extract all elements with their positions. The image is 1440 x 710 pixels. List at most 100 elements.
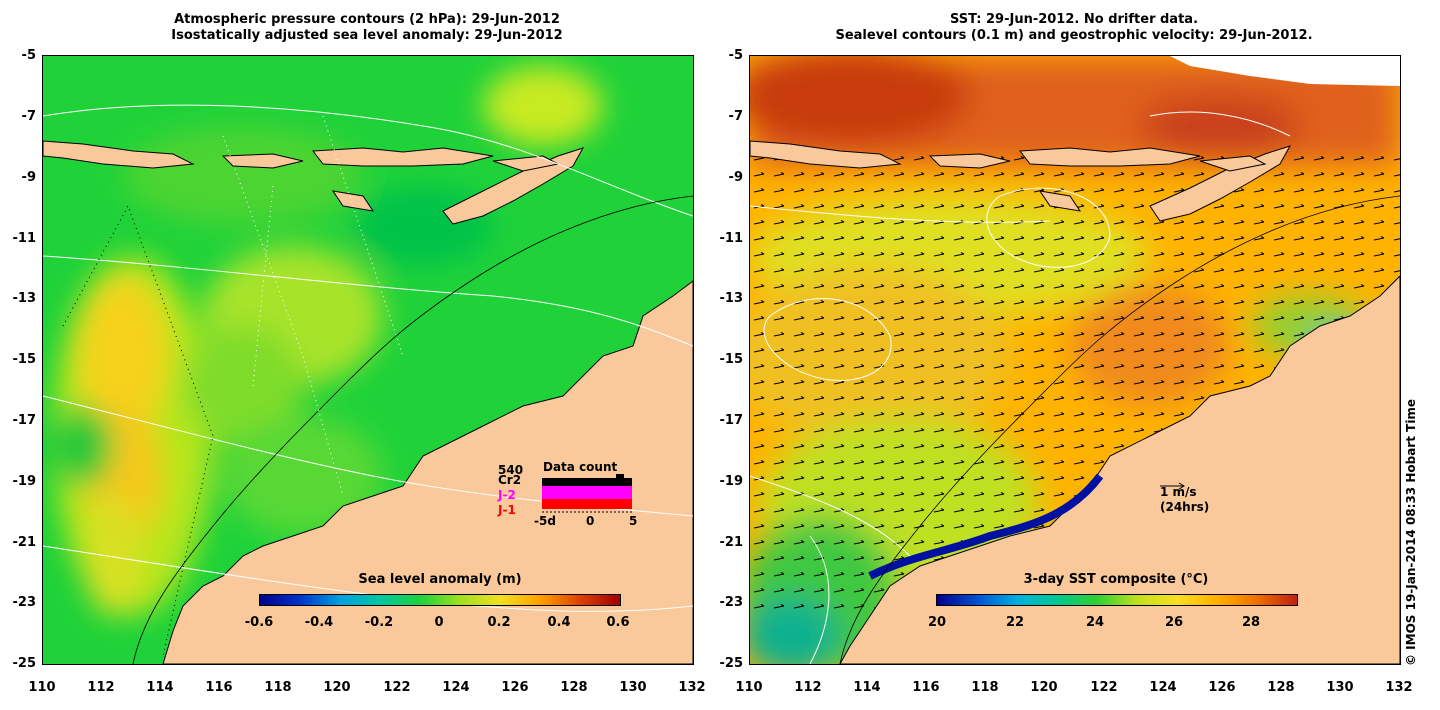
data-count-value: 540	[498, 463, 524, 477]
sla-anomaly-field	[53, 66, 603, 616]
left-map-title: Atmospheric pressure contours (2 hPa): 2…	[42, 12, 692, 44]
y-tick-label: -23	[12, 595, 37, 610]
sst-map[interactable]	[749, 55, 1401, 665]
data-count-inset: 540 Data count Cr2 J-2 J-1 -5d 0 5	[498, 460, 648, 530]
sst-depth-contour	[839, 195, 1400, 664]
x-tick-label: 122	[383, 680, 411, 695]
y-tick-label: -21	[12, 535, 37, 550]
y-tick-label: -17	[12, 413, 37, 428]
right-map-title: SST: 29-Jun-2012. No drifter data. Seale…	[749, 12, 1399, 44]
sealevel-contour	[763, 298, 892, 381]
right-title-line1: SST: 29-Jun-2012. No drifter data.	[949, 12, 1199, 27]
no-data-cloud-region	[1170, 56, 1400, 86]
sla-colorbar	[259, 594, 621, 606]
legend-j1: J-1	[498, 503, 516, 517]
x-tick-label: 126	[1208, 680, 1236, 695]
y-tick-label: -13	[12, 291, 37, 306]
sla-pressure-contour	[43, 104, 693, 217]
x-tick-label: 132	[678, 680, 706, 695]
x-tick-label: 130	[1326, 680, 1354, 695]
y-tick-label: -5	[21, 48, 36, 63]
sealevel-contour	[986, 187, 1111, 268]
data-count-bars	[542, 474, 632, 513]
sst-colorbar-tick: 28	[1241, 615, 1261, 630]
x-tick-label: 116	[205, 680, 233, 695]
velocity-scale: 1 m/s (24hrs)	[1160, 475, 1209, 514]
sst-colorbar-title: 3-day SST composite (°C)	[1023, 572, 1209, 587]
sla-depth-contour	[132, 195, 693, 664]
y-tick-label: -5	[728, 48, 743, 63]
y-tick-label: -21	[719, 535, 744, 550]
sla-colorbar-tick: -0.6	[244, 615, 274, 630]
left-title-line2: Isostatically adjusted sea level anomaly…	[171, 28, 563, 43]
x-tick-label: 116	[912, 680, 940, 695]
y-tick-label: -15	[12, 352, 37, 367]
y-tick-label: -19	[719, 474, 744, 489]
data-count-axis-mid: 0	[586, 514, 595, 528]
y-tick-label: -19	[12, 474, 37, 489]
y-tick-label: -17	[719, 413, 744, 428]
lesser-sunda-islands	[43, 140, 560, 212]
sealevel-contour	[750, 475, 911, 664]
x-tick-label: 114	[146, 680, 174, 695]
x-tick-label: 124	[1149, 680, 1177, 695]
sla-colorbar-tick: 0	[434, 615, 444, 630]
y-tick-label: -15	[719, 352, 744, 367]
x-tick-label: 114	[853, 680, 881, 695]
y-tick-label: -11	[719, 231, 744, 246]
x-tick-label: 122	[1090, 680, 1118, 695]
sst-colorbar-tick: 22	[1005, 615, 1025, 630]
sla-satellite-track	[222, 115, 404, 497]
sla-colorbar-title: Sea level anomaly (m)	[358, 572, 522, 587]
sla-map-svg	[43, 56, 693, 664]
y-tick-label: -25	[719, 656, 744, 671]
legend-cr2: Cr2	[498, 473, 522, 487]
y-tick-label: -23	[719, 595, 744, 610]
sla-pressure-contour	[43, 255, 693, 347]
y-tick-label: -9	[21, 170, 36, 185]
y-tick-label: -9	[728, 170, 743, 185]
x-tick-label: 132	[1385, 680, 1413, 695]
x-tick-label: 128	[560, 680, 588, 695]
data-count-axis-start: -5d	[534, 514, 556, 528]
data-count-title: Data count	[543, 460, 618, 474]
legend-j2: J-2	[498, 488, 516, 502]
sst-colorbar-tick: 24	[1085, 615, 1105, 630]
x-tick-label: 126	[501, 680, 529, 695]
sst-map-svg	[750, 56, 1400, 664]
sea-level-anomaly-map[interactable]	[42, 55, 694, 665]
x-tick-label: 118	[971, 680, 999, 695]
x-tick-label: 110	[735, 680, 763, 695]
lesser-sunda-islands	[750, 140, 1267, 212]
data-count-axis-end: 5	[629, 514, 638, 528]
x-tick-label: 120	[323, 680, 351, 695]
x-tick-label: 128	[1267, 680, 1295, 695]
y-tick-label: -25	[12, 656, 37, 671]
x-tick-label: 124	[442, 680, 470, 695]
sla-colorbar-tick: -0.4	[304, 615, 334, 630]
right-title-line2: Sealevel contours (0.1 m) and geostrophi…	[835, 28, 1313, 43]
x-tick-label: 120	[1030, 680, 1058, 695]
left-title-line1: Atmospheric pressure contours (2 hPa): 2…	[174, 12, 560, 27]
sealevel-contour	[750, 111, 1291, 223]
australia-land	[162, 280, 693, 664]
y-tick-label: -7	[21, 109, 36, 124]
x-tick-label: 130	[619, 680, 647, 695]
sst-colorbar-tick: 26	[1164, 615, 1184, 630]
cold-coastal-band	[868, 473, 1104, 580]
sst-colorbar	[936, 594, 1298, 606]
y-tick-label: -7	[728, 109, 743, 124]
x-tick-label: 110	[28, 680, 56, 695]
y-tick-label: -11	[12, 231, 37, 246]
x-tick-label: 112	[794, 680, 822, 695]
velocity-scale-label: 1 m/s	[1160, 485, 1197, 499]
x-tick-label: 112	[87, 680, 115, 695]
velocity-scale-arrow	[1160, 482, 1185, 490]
sla-colorbar-tick: 0.4	[547, 615, 571, 630]
y-tick-label: -13	[719, 291, 744, 306]
sla-colorbar-tick: -0.2	[364, 615, 394, 630]
sla-colorbar-tick: 0.2	[487, 615, 511, 630]
velocity-scale-sub: (24hrs)	[1160, 500, 1210, 514]
credit-stamp: © IMOS 19-Jan-2014 08:33 Hobart Time	[1404, 398, 1418, 666]
sla-colorbar-tick: 0.6	[606, 615, 630, 630]
